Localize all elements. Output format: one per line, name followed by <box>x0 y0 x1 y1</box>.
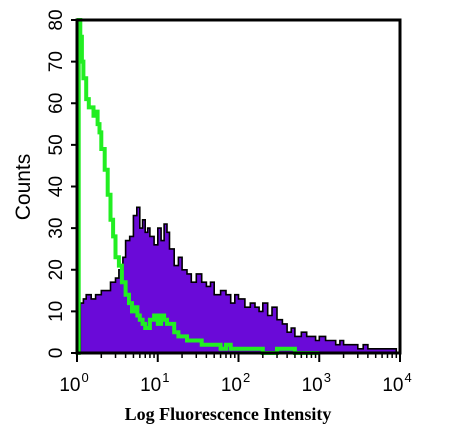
x-tick-label-2: 102 <box>221 370 250 396</box>
y-tick-label-20: 20 <box>46 259 67 280</box>
x-tick-label-4: 104 <box>382 370 411 396</box>
axis-layer: 0 10 20 30 40 50 60 70 80 100 101 102 103 104 <box>46 9 412 396</box>
y-tick-label-40: 40 <box>46 176 67 197</box>
series-1-line <box>76 18 320 355</box>
x-tick-label-1: 101 <box>140 370 169 396</box>
series-0-outline <box>77 206 400 354</box>
series-layer <box>76 18 400 355</box>
y-axis-label: Counts <box>12 154 35 221</box>
y-tick-label-80: 80 <box>46 9 67 30</box>
series-0-fill <box>77 207 400 353</box>
y-tick-label-50: 50 <box>46 134 67 155</box>
y-tick-label-60: 60 <box>46 93 67 114</box>
x-tick-label-0: 100 <box>59 370 88 396</box>
y-tick-label-30: 30 <box>46 218 67 239</box>
x-tick-label-3: 103 <box>302 370 331 396</box>
y-tick-label-70: 70 <box>46 51 67 72</box>
x-axis-label: Log Fluorescence Intensity <box>125 404 332 424</box>
y-tick-label-0: 0 <box>46 348 67 359</box>
y-tick-label-10: 10 <box>46 301 67 322</box>
